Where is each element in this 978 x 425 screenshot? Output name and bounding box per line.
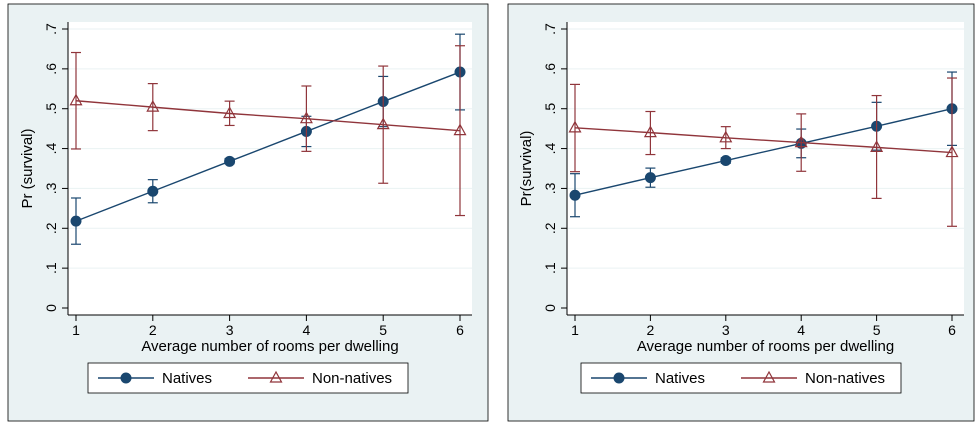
y-tick-label: .3: [542, 182, 558, 194]
x-tick-label: 4: [797, 322, 805, 338]
y-tick-label: .7: [43, 23, 59, 35]
x-axis-title: Average number of rooms per dwelling: [141, 338, 398, 355]
y-axis-title: Pr(survival): [518, 131, 535, 207]
x-tick-label: 3: [226, 322, 234, 338]
x-tick-label: 3: [722, 322, 730, 338]
legend-label: Natives: [162, 370, 212, 387]
data-point: [299, 111, 313, 124]
series-line: [75, 100, 461, 132]
data-point: [146, 99, 160, 112]
x-tick-label: 6: [948, 322, 956, 338]
data-point: [224, 155, 236, 167]
legend-marker: [613, 372, 625, 384]
data-point: [223, 106, 237, 119]
y-tick-label: .7: [542, 23, 558, 35]
y-tick-label: .2: [542, 222, 558, 234]
chart-panel-2: 0 .1 .2 .3 .4 .5 .6 .7 1 2 3 4 5 6 Average number of r…: [507, 3, 975, 422]
y-tick-label: .1: [43, 262, 59, 274]
x-tick-label: 6: [456, 322, 464, 338]
y-tick-label: .6: [542, 63, 558, 75]
data-point: [453, 123, 467, 136]
y-tick-label: .4: [542, 143, 558, 155]
data-point: [794, 135, 808, 148]
data-point: [376, 117, 390, 130]
y-tick-label: .4: [43, 143, 59, 155]
legend-marker: [269, 370, 283, 383]
y-tick-label: .5: [542, 103, 558, 115]
y-tick-label: .1: [542, 262, 558, 274]
data-point: [870, 140, 884, 152]
data-point: [720, 155, 732, 167]
series-line: [574, 127, 953, 154]
x-tick-label: 2: [647, 322, 655, 338]
legend-label: Non-natives: [312, 370, 392, 387]
x-axis-title: Average number of rooms per dwelling: [637, 338, 894, 355]
x-tick-label: 1: [72, 322, 80, 338]
x-tick-label: 1: [571, 322, 579, 338]
y-tick-label: .2: [43, 222, 59, 234]
x-tick-label: 2: [149, 322, 157, 338]
legend-marker: [762, 370, 776, 383]
legend: Natives Non-natives: [87, 362, 409, 394]
y-axis-title: Pr (survival): [19, 128, 36, 208]
y-tick-label: .6: [43, 63, 59, 75]
series-line: [75, 71, 461, 222]
x-tick-label: 4: [303, 322, 311, 338]
data-point: [945, 145, 959, 158]
legend-label: Non-natives: [805, 370, 885, 387]
y-tick-label: 0: [542, 304, 558, 312]
x-tick-label: 5: [873, 322, 881, 338]
series-line: [574, 108, 953, 196]
data-point: [643, 125, 657, 138]
legend-marker: [120, 372, 132, 384]
data-point: [147, 185, 159, 197]
data-point: [69, 93, 83, 106]
legend-label: Natives: [655, 370, 705, 387]
data-point: [70, 215, 82, 227]
data-point: [568, 120, 582, 133]
plot-area: [567, 22, 964, 315]
series-non-natives: [568, 77, 959, 227]
legend: Natives Non-natives: [580, 362, 902, 394]
data-point: [644, 172, 656, 184]
data-point: [569, 189, 581, 201]
y-tick-label: .3: [43, 182, 59, 194]
y-tick-label: .5: [43, 103, 59, 115]
plot-area: [68, 22, 472, 315]
chart-panel-1: 0 .1 .2 .3 .4 .5 .6 .7 1 2 3 4 5 6 Average number of r…: [7, 3, 489, 422]
y-tick-label: 0: [43, 304, 59, 312]
data-point: [719, 130, 733, 143]
series-non-natives: [69, 45, 467, 217]
x-tick-label: 5: [379, 322, 387, 338]
